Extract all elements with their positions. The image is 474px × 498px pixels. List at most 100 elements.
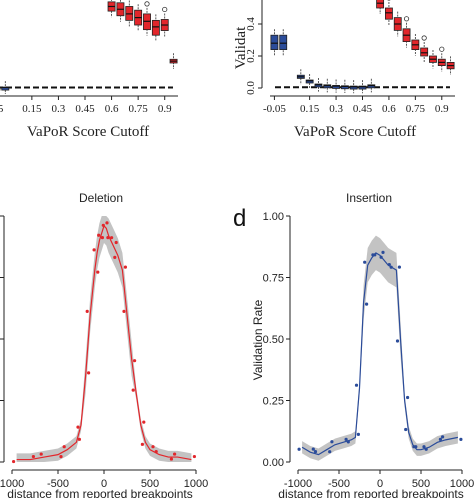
panel-top-right: -0.05 0.15 0.3 0.45 0.6 0.75 0.9 0.0 0.2 0.4 (245, 0, 455, 115)
data-point (59, 455, 63, 459)
x-tick-label: 500 (412, 478, 430, 490)
data-point (192, 454, 196, 459)
x-tick-label: 0.15 (22, 103, 42, 115)
data-point (87, 371, 91, 375)
data-point (397, 265, 401, 269)
data-point (459, 437, 463, 441)
x-tick-label: 0.9 (158, 103, 172, 115)
data-point (404, 427, 408, 432)
x-tick-label: 0.75 (406, 103, 426, 115)
top-left-xlabel: VaPoR Score Cutoff (27, 124, 149, 140)
data-point (101, 223, 105, 227)
data-point (151, 445, 155, 449)
data-point (297, 447, 301, 451)
box-blue-0.35 (340, 85, 349, 90)
outlier-point (162, 6, 168, 13)
x-tick-label: 0.75 (129, 103, 149, 115)
x-tick-label: 1000 (450, 478, 474, 490)
top-right-xlabel: VaPoR Score Cutoff (294, 124, 416, 140)
data-point (313, 450, 318, 454)
data-point (106, 236, 110, 240)
data-point (154, 450, 158, 454)
panel-d-letter: d (233, 205, 246, 232)
x-tick-label: -500 (47, 478, 69, 490)
y-tick-label: 0.50 (263, 334, 284, 346)
data-point (438, 437, 442, 441)
x-tick-label: .05 (0, 103, 4, 115)
y-tick-label: 0.4 (245, 17, 257, 31)
x-tick-label: -1000 (284, 478, 312, 490)
x-tick-label: 0.45 (75, 103, 95, 115)
data-point (100, 236, 104, 240)
data-point (113, 255, 117, 259)
confidence-ribbon (16, 216, 192, 462)
data-point (363, 260, 367, 264)
y-tick-label: 0.0 (245, 81, 257, 95)
data-point (344, 437, 348, 441)
y-tick-label: 0.25 (263, 396, 284, 408)
data-point (173, 452, 177, 456)
y-tick-label: 0.00 (263, 457, 284, 469)
data-point (122, 309, 126, 313)
data-point (77, 437, 81, 441)
data-point (96, 270, 100, 274)
data-point (97, 233, 101, 237)
data-point (12, 459, 16, 464)
data-point (365, 302, 369, 306)
data-point (114, 240, 118, 245)
data-point (346, 440, 350, 444)
data-point (424, 447, 428, 451)
x-tick-label: 0.6 (382, 103, 396, 115)
data-point (140, 442, 144, 446)
data-point (354, 383, 359, 387)
data-point (395, 339, 400, 343)
box-blue-0.25 (323, 84, 332, 89)
box-red-0.6 (385, 7, 393, 20)
box-blue-0.15 (305, 79, 314, 84)
data-point (133, 359, 137, 363)
panel-d-ylabel: Validation Rate (251, 299, 265, 380)
outlier-point (403, 16, 410, 22)
panel-c-xlabel: distance from reported breakpoints (7, 487, 192, 498)
box-red-0.55 (376, 0, 385, 9)
data-point (406, 395, 410, 400)
data-point (412, 445, 416, 449)
data-point (330, 440, 334, 444)
x-tick-label: 1000 (184, 478, 208, 490)
top-right-ylabel: Validat (233, 26, 249, 69)
confidence-ribbon (302, 235, 458, 461)
data-point (441, 435, 445, 439)
data-point (76, 425, 80, 429)
x-tick-label: 0 (377, 478, 383, 490)
box-red-0.8 (420, 47, 429, 57)
data-point (110, 236, 114, 240)
outlier-point (439, 46, 445, 52)
box-blue--0.05 (270, 34, 279, 51)
y-tick-label: 1.00 (263, 211, 284, 223)
box-blue-0.4 (349, 85, 358, 90)
x-tick-label: 0.9 (435, 103, 449, 115)
panel-d-xlabel: distance from reported breakpoints (278, 487, 463, 498)
y-tick-label: 0.2 (245, 49, 257, 63)
box-blue-0.3 (332, 85, 340, 89)
data-point (371, 253, 375, 257)
data-point (85, 309, 89, 313)
x-tick-label: 0.6 (105, 103, 119, 115)
data-point (62, 445, 66, 449)
panel-d: -1000 -500 0 500 1000 0.00 0.25 0.50 0.75 1.00 (263, 211, 474, 490)
data-point (123, 265, 127, 269)
outlier-point (421, 35, 427, 41)
box-blue-0.45 (358, 85, 367, 90)
data-point (381, 250, 385, 254)
panel-c-title: Deletion (79, 191, 123, 205)
x-tick-label: 0.3 (52, 103, 66, 115)
data-point (422, 445, 426, 449)
data-point (387, 263, 391, 267)
x-tick-label: 500 (141, 478, 159, 490)
series-line (16, 224, 192, 461)
data-point (311, 447, 315, 451)
data-point (131, 388, 135, 392)
panel-d-title: Insertion (346, 191, 392, 205)
data-point (105, 221, 109, 225)
outlier-point (144, 1, 150, 7)
